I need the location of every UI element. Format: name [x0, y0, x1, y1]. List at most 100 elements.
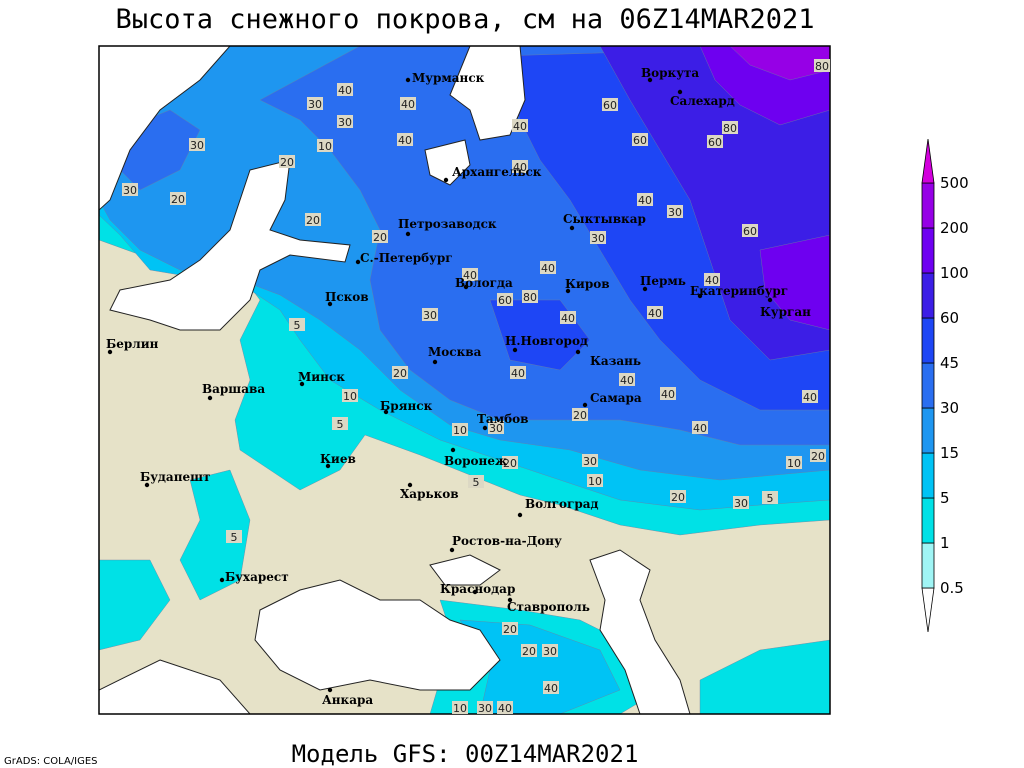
- contour-label-box: [786, 456, 802, 469]
- contour-label: 40: [498, 702, 512, 715]
- contour-label: 80: [815, 60, 829, 73]
- city-dot: [207, 395, 213, 401]
- contour-label-box: [733, 496, 749, 509]
- contour-label-box: [814, 59, 830, 72]
- contour-label: 80: [523, 291, 537, 304]
- legend-bin: [921, 272, 935, 319]
- seas: [99, 46, 691, 714]
- contour-label: 80: [723, 122, 737, 135]
- contour-label: 20: [171, 193, 185, 206]
- contour-label: 30: [591, 232, 605, 245]
- contour-label-box: [810, 449, 826, 462]
- city-dot: [327, 687, 333, 693]
- city-label: Петрозаводск: [398, 217, 497, 231]
- contour-label: 20: [280, 156, 294, 169]
- contour-label: 30: [308, 98, 322, 111]
- city-label: Краснодар: [440, 582, 515, 596]
- contour-label: 40: [661, 388, 675, 401]
- city-dot: [355, 259, 361, 265]
- contour-label-box: [512, 160, 528, 173]
- contour-label: 10: [453, 702, 467, 715]
- legend-label: 0.5: [940, 579, 964, 597]
- city-label: Казань: [590, 354, 641, 368]
- snow-zone: [179, 469, 251, 601]
- snow-zone: [459, 619, 621, 714]
- contour-label: 30: [423, 309, 437, 322]
- contour-label-box: [590, 231, 606, 244]
- contour-label-box: [317, 139, 333, 152]
- city-label: Мурманск: [412, 71, 485, 85]
- contour-label-box: [502, 456, 518, 469]
- contour-label: 40: [561, 312, 575, 325]
- city-label: Будапешт: [140, 470, 210, 484]
- contour-label-box: [704, 273, 720, 286]
- city-dot: [219, 577, 225, 583]
- contour-label: 10: [453, 424, 467, 437]
- contour-label: 20: [573, 409, 587, 422]
- contour-label-box: [226, 530, 242, 543]
- city-label: Брянск: [380, 399, 433, 413]
- contour-label: 20: [373, 231, 387, 244]
- contour-label: 60: [498, 294, 512, 307]
- contour-label-box: [802, 390, 818, 403]
- legend-label: 100: [940, 264, 969, 282]
- contour-label: 30: [543, 645, 557, 658]
- city-label: Киров: [565, 277, 610, 291]
- contour-label-box: [512, 119, 528, 132]
- contour-label-box: [452, 701, 468, 714]
- contour-label-box: [392, 366, 408, 379]
- city-dot: [107, 349, 113, 355]
- contour-label-box: [122, 183, 138, 196]
- contour-label: 5: [473, 476, 480, 489]
- contour-label-box: [707, 135, 723, 148]
- contour-label-box: [560, 311, 576, 324]
- contour-label: 10: [318, 140, 332, 153]
- city-label: Анкара: [322, 693, 373, 707]
- contour-label-box: [540, 261, 556, 274]
- city-label: Минск: [298, 370, 345, 384]
- city-dot: [512, 347, 518, 353]
- contour-label: 20: [811, 450, 825, 463]
- city-dot: [450, 447, 456, 453]
- contour-label-box: [337, 83, 353, 96]
- city-label: Самара: [590, 391, 642, 405]
- legend-bin: [921, 407, 935, 454]
- contour-label-box: [462, 268, 478, 281]
- contour-label-box: [279, 155, 295, 168]
- city-dot: [443, 177, 449, 183]
- legend-label: 45: [940, 354, 959, 372]
- contour-label-box: [502, 622, 518, 635]
- contour-label-box: [602, 98, 618, 111]
- city-label: Волгоград: [525, 497, 598, 511]
- contour-label: 40: [398, 134, 412, 147]
- credit: GrADS: COLA/IGES: [4, 756, 98, 767]
- city-dot: [575, 349, 581, 355]
- contour-label: 40: [541, 262, 555, 275]
- city-label: Бухарест: [225, 570, 289, 584]
- contour-label-box: [647, 306, 663, 319]
- contour-label-box: [522, 290, 538, 303]
- cities: Мурманск Воркута Салехард Архангельск Сыктыв…: [106, 66, 811, 707]
- contour-label: 60: [633, 134, 647, 147]
- legend-label: 60: [940, 309, 959, 327]
- contour-label-box: [189, 138, 205, 151]
- city-label: Пермь: [640, 274, 686, 288]
- contour-label-box: [722, 121, 738, 134]
- contour-label: 5: [294, 319, 301, 332]
- aegean-sea: [99, 659, 251, 714]
- city-dot: [565, 288, 571, 294]
- title: Высота снежного покрова, см на 06Z14MAR2…: [116, 4, 815, 35]
- legend-bin: [921, 182, 935, 229]
- baltic-sea: [109, 159, 351, 331]
- legend-low-triangle: [921, 587, 935, 633]
- contour-label: 40: [648, 307, 662, 320]
- legend-high-triangle: [921, 138, 935, 184]
- subtitle: Модель GFS: 00Z14MAR2021: [292, 740, 639, 768]
- contour-label-box: [543, 681, 559, 694]
- contour-label: 20: [671, 491, 685, 504]
- contour-label-box: [397, 133, 413, 146]
- black-sea: [254, 579, 501, 691]
- legend-bin: [921, 317, 935, 364]
- city-label: Н.Новгород: [505, 334, 588, 348]
